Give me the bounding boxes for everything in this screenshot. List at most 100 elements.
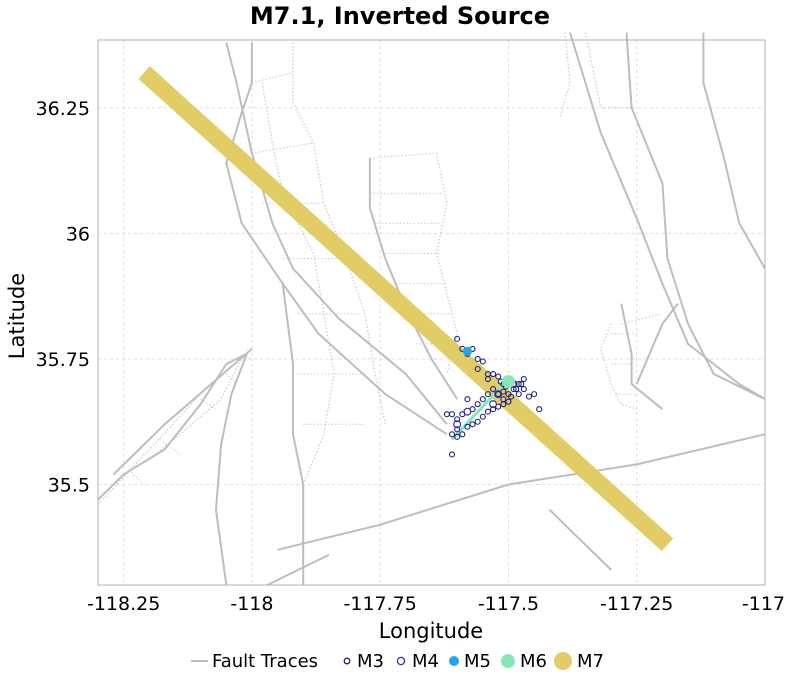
fault-trace-14 bbox=[635, 303, 679, 385]
m3-event-26 bbox=[484, 391, 491, 398]
y-tick-label-3: 36.25 bbox=[36, 98, 90, 120]
minor-fault-6 bbox=[584, 32, 632, 109]
m3-event-43 bbox=[484, 408, 491, 415]
minor-fault-2 bbox=[292, 42, 386, 425]
m3-event-39 bbox=[464, 423, 471, 430]
m3-event-5 bbox=[479, 358, 486, 365]
minor-fault-7 bbox=[600, 323, 637, 410]
m3-event-19 bbox=[531, 391, 538, 398]
fault-trace-13 bbox=[620, 303, 664, 410]
fault-trace-9 bbox=[569, 32, 766, 400]
legend-swatch-m4 bbox=[396, 656, 406, 666]
ruptures bbox=[138, 66, 674, 552]
x-tick-label-0: -118.25 bbox=[87, 593, 160, 615]
legend-label-m5: M5 bbox=[464, 651, 491, 672]
minor-fault-0 bbox=[97, 348, 253, 506]
fault-trace-6 bbox=[225, 42, 448, 425]
legend-label-m7: M7 bbox=[577, 651, 604, 672]
fault-trace-11 bbox=[702, 32, 766, 269]
m3-event-4 bbox=[474, 355, 481, 363]
fault-trace-7 bbox=[225, 42, 305, 585]
fault-trace-10 bbox=[625, 32, 766, 400]
legend-label-m4: M4 bbox=[412, 651, 439, 672]
fault-trace-0 bbox=[112, 348, 253, 476]
m3-event-21 bbox=[510, 386, 517, 393]
y-axis-label: Latitude bbox=[5, 273, 29, 359]
fault-traces bbox=[97, 32, 766, 586]
legend-swatch-m5 bbox=[449, 656, 459, 666]
m3-event-37 bbox=[454, 433, 461, 440]
m7-rupture bbox=[138, 66, 674, 552]
m3-event-44 bbox=[490, 406, 497, 413]
fault-trace-2 bbox=[277, 433, 766, 551]
m3-event-47 bbox=[505, 398, 512, 405]
m3-event-35 bbox=[454, 426, 461, 433]
m3-event-0 bbox=[454, 335, 461, 342]
m3-event-6 bbox=[474, 365, 481, 373]
events bbox=[443, 335, 543, 458]
m4-event-1 bbox=[494, 390, 503, 399]
m3-event-52 bbox=[507, 393, 515, 400]
y-tick-label-0: 35.5 bbox=[48, 475, 90, 497]
y-axis-ticks: 35.5 35.75 36 36.25 bbox=[36, 98, 90, 497]
m3-event-36 bbox=[448, 431, 456, 438]
fault-rung-17 bbox=[128, 469, 145, 485]
fault-rung-19 bbox=[200, 398, 217, 410]
m3-event-34 bbox=[443, 411, 450, 418]
m3-event-8 bbox=[490, 370, 497, 378]
m3-event-49 bbox=[518, 381, 525, 388]
m3-event-38 bbox=[459, 431, 466, 438]
m3-event-27 bbox=[479, 396, 486, 403]
fault-trace-8 bbox=[215, 353, 248, 586]
legend-label-fault-traces: Fault Traces bbox=[212, 651, 318, 672]
fault-rung-20 bbox=[225, 373, 237, 385]
legend-label-m3: M3 bbox=[357, 651, 384, 672]
x-tick-label-5: -117 bbox=[742, 593, 785, 615]
m5-event-0 bbox=[462, 346, 472, 356]
m3-event-20 bbox=[536, 406, 543, 413]
x-axis-ticks: -118.25 -118 -117.75 -117.5 -117.25 -117 bbox=[87, 593, 785, 615]
minor-fault-5 bbox=[559, 32, 571, 119]
fault-rung-0 bbox=[369, 152, 437, 159]
m6-rupture bbox=[450, 378, 510, 441]
fault-trace-4 bbox=[368, 158, 459, 400]
minor-fault-4 bbox=[435, 152, 458, 375]
fault-rung-7 bbox=[251, 72, 294, 84]
minor-fault-3 bbox=[261, 82, 335, 485]
m4-event-0 bbox=[463, 407, 472, 416]
x-tick-label-3: -117.5 bbox=[478, 593, 539, 615]
chart-title: M7.1, Inverted Source bbox=[250, 2, 550, 30]
fault-trace-12 bbox=[548, 508, 612, 571]
y-tick-label-1: 35.75 bbox=[36, 349, 90, 371]
m3-event-18 bbox=[525, 393, 533, 400]
legend-label-m6: M6 bbox=[520, 651, 547, 672]
minor-fault-8 bbox=[621, 313, 663, 325]
m3-event-41 bbox=[474, 418, 481, 425]
plot-area bbox=[97, 32, 766, 586]
m3-event-9 bbox=[484, 376, 491, 383]
fault-trace-5 bbox=[281, 283, 448, 436]
y-tick-label-2: 36 bbox=[66, 223, 90, 245]
fault-trace-1 bbox=[97, 353, 248, 501]
m3-event-17 bbox=[515, 391, 522, 398]
legend-swatch-m3 bbox=[343, 657, 351, 665]
x-axis-label: Longitude bbox=[379, 619, 483, 643]
m3-event-14 bbox=[515, 381, 522, 388]
m3-event-50 bbox=[448, 451, 456, 458]
m3-event-10 bbox=[495, 373, 502, 380]
legend-swatch-m6 bbox=[501, 654, 515, 668]
m3-event-24 bbox=[495, 391, 502, 398]
m4-event-4 bbox=[489, 400, 498, 409]
m3-event-42 bbox=[479, 413, 486, 420]
x-tick-label-1: -118 bbox=[230, 593, 273, 615]
x-tick-label-2: -117.75 bbox=[344, 593, 417, 615]
m4-event-3 bbox=[453, 420, 462, 429]
x-tick-label-4: -117.25 bbox=[600, 593, 673, 615]
m3-event-16 bbox=[520, 386, 527, 393]
legend: Fault Traces M3 M4 M5 M6 M7 bbox=[191, 651, 604, 672]
fault-trace-3 bbox=[266, 554, 330, 586]
m3-event-28 bbox=[474, 401, 481, 408]
m3-event-15 bbox=[520, 376, 527, 383]
m3-event-40 bbox=[469, 421, 476, 428]
